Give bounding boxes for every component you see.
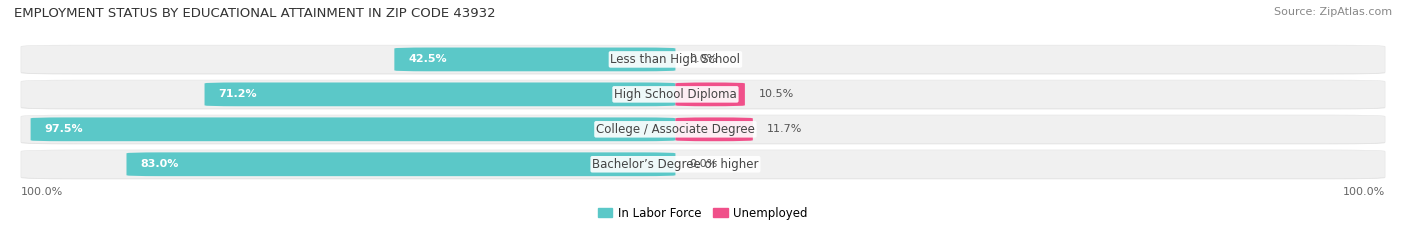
Text: 11.7%: 11.7% [766,124,801,134]
Text: EMPLOYMENT STATUS BY EDUCATIONAL ATTAINMENT IN ZIP CODE 43932: EMPLOYMENT STATUS BY EDUCATIONAL ATTAINM… [14,7,496,20]
FancyBboxPatch shape [21,116,1385,144]
FancyBboxPatch shape [21,81,1385,110]
FancyBboxPatch shape [204,82,675,106]
FancyBboxPatch shape [21,80,1385,109]
FancyBboxPatch shape [127,152,675,176]
Text: High School Diploma: High School Diploma [614,88,737,101]
Legend: In Labor Force, Unemployed: In Labor Force, Unemployed [593,202,813,225]
Text: 97.5%: 97.5% [45,124,83,134]
Text: Source: ZipAtlas.com: Source: ZipAtlas.com [1274,7,1392,17]
Text: 0.0%: 0.0% [689,159,717,169]
Text: Less than High School: Less than High School [610,53,741,66]
Text: 71.2%: 71.2% [218,89,257,99]
FancyBboxPatch shape [21,115,1385,144]
Text: 100.0%: 100.0% [1343,187,1385,197]
FancyBboxPatch shape [31,117,675,141]
FancyBboxPatch shape [21,151,1385,179]
Text: 42.5%: 42.5% [408,55,447,64]
FancyBboxPatch shape [675,82,745,106]
FancyBboxPatch shape [21,46,1385,75]
Text: 100.0%: 100.0% [21,187,63,197]
FancyBboxPatch shape [21,150,1385,178]
Text: College / Associate Degree: College / Associate Degree [596,123,755,136]
FancyBboxPatch shape [394,48,675,71]
FancyBboxPatch shape [21,45,1385,74]
Text: 0.0%: 0.0% [689,55,717,64]
Text: 83.0%: 83.0% [141,159,179,169]
Text: 10.5%: 10.5% [759,89,794,99]
Text: Bachelor’s Degree or higher: Bachelor’s Degree or higher [592,158,759,171]
FancyBboxPatch shape [675,117,752,141]
